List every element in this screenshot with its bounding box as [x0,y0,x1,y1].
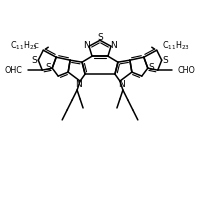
Text: C$_{11}$H$_{23}$: C$_{11}$H$_{23}$ [162,40,190,52]
Text: S: S [31,56,37,65]
Text: N: N [75,80,81,89]
Text: S: S [163,56,169,65]
Text: N: N [119,80,125,89]
Text: S: S [97,33,103,42]
Text: N: N [83,41,89,50]
Text: CHO: CHO [178,66,196,75]
Text: N: N [111,41,117,50]
Text: S: S [148,63,154,72]
Text: C: C [34,43,38,49]
Text: C$_{11}$H$_{23}$: C$_{11}$H$_{23}$ [10,40,38,52]
Text: OHC: OHC [4,66,22,75]
Text: S: S [46,63,52,72]
